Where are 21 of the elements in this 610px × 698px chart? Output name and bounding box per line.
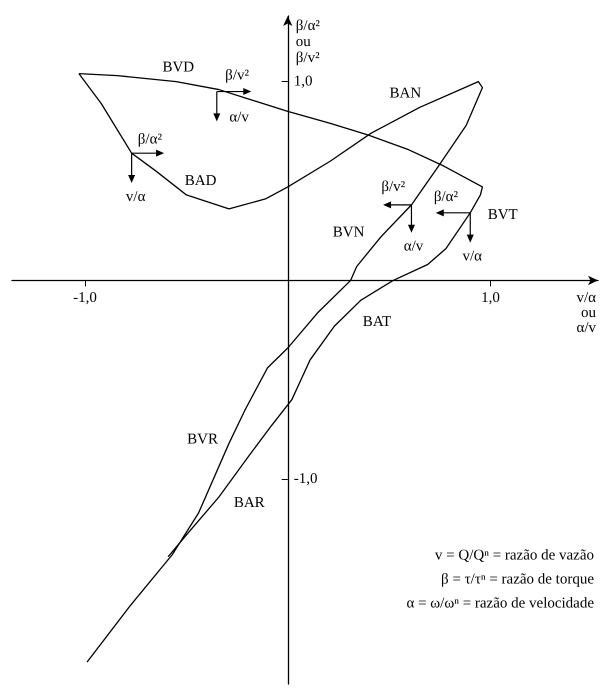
annotation: v = Q/Qⁿ = razão de vazão bbox=[434, 548, 594, 564]
annotation: BAR bbox=[234, 495, 265, 512]
annotation: β/v² bbox=[225, 68, 250, 84]
annotation: BAN bbox=[390, 86, 422, 102]
annotation: β/α² bbox=[138, 131, 162, 148]
annotation: v/α bbox=[126, 188, 146, 205]
annotation: β/α² bbox=[434, 188, 459, 205]
annotation: β/v² bbox=[381, 178, 406, 195]
annotation: BVN bbox=[332, 224, 365, 241]
x-axis-title: v/α ou α/v bbox=[576, 290, 596, 336]
annotation: α/v bbox=[229, 109, 250, 126]
annotation: BAD bbox=[184, 173, 217, 190]
annotation: BVT bbox=[488, 206, 518, 223]
annotation: v/α bbox=[462, 248, 482, 265]
annotation: BAT bbox=[362, 314, 392, 330]
y-axis-title: β/α² ou β/v² bbox=[296, 18, 320, 66]
annotation: α = ω/ωⁿ = razão de velocidade bbox=[406, 596, 594, 612]
annotation: β = τ/τⁿ = razão de torque bbox=[441, 572, 594, 588]
annotation: BVR bbox=[187, 431, 218, 448]
annotation: α/v bbox=[404, 238, 424, 255]
annotation: BVD bbox=[162, 60, 194, 76]
